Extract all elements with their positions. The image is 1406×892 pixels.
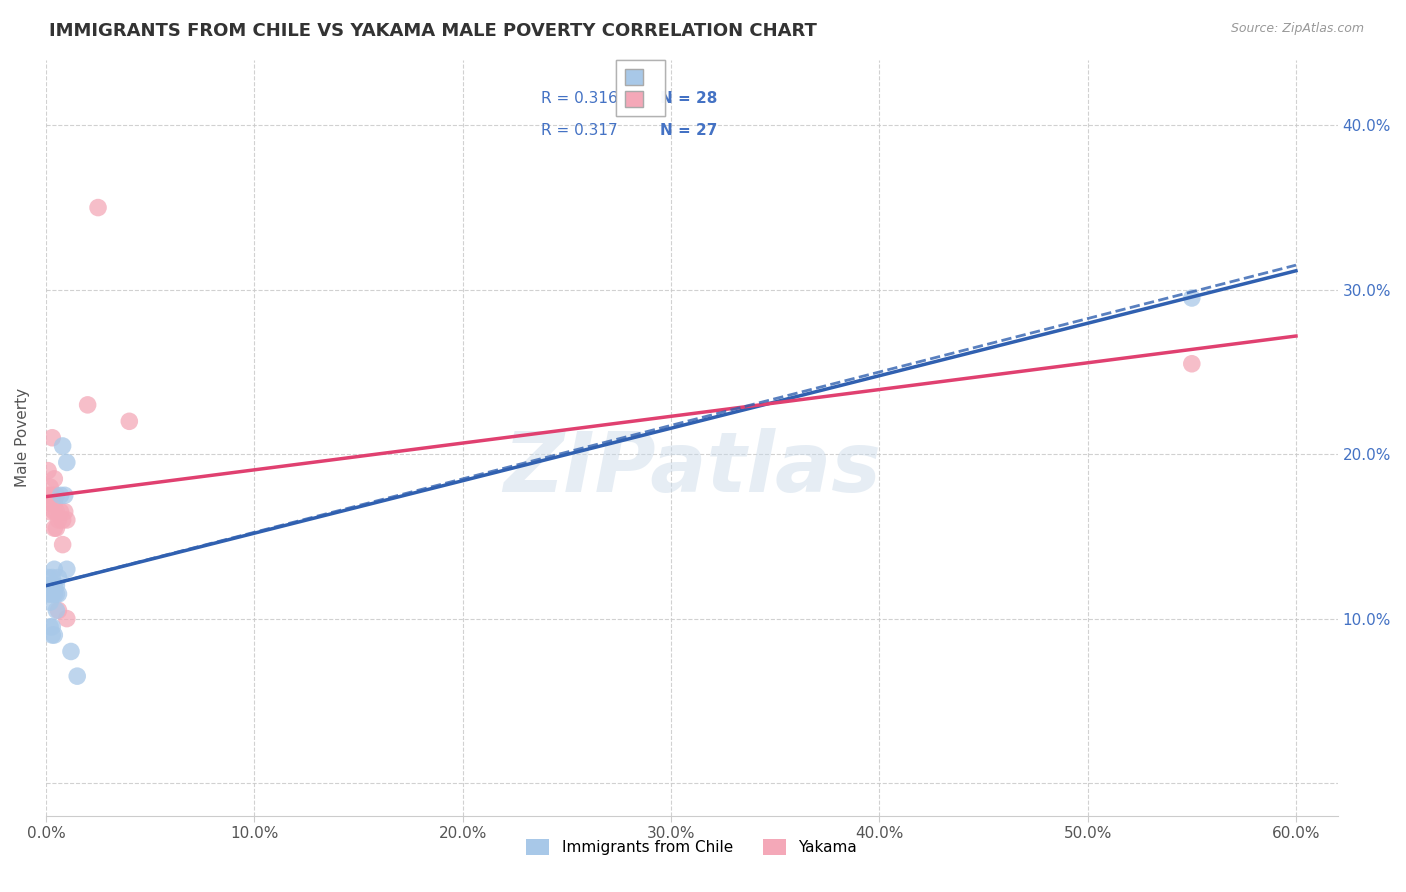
Point (53, 505, 76, 519)
Point (39, 488, 62, 502)
Point (49, 505, 72, 519)
Point (52, 538, 75, 552)
Point (53, 488, 76, 502)
Point (44, 587, 66, 601)
Point (39, 579, 62, 593)
Point (41, 488, 63, 502)
Point (48, 603, 70, 617)
Point (1181, 291, 1204, 305)
Point (66, 669, 89, 683)
Text: N = 27: N = 27 (659, 123, 717, 138)
Point (87, 201, 110, 215)
Point (37, 579, 59, 593)
Point (56, 612, 79, 626)
Point (37, 587, 59, 601)
Point (37, 488, 59, 502)
Point (44, 472, 66, 486)
Point (45, 587, 67, 601)
Point (39, 587, 62, 601)
Point (56, 513, 79, 527)
Point (44, 628, 66, 642)
Point (52, 513, 75, 527)
Point (59, 644, 82, 658)
Point (37, 570, 59, 584)
Point (44, 521, 66, 535)
Point (37, 464, 59, 478)
Point (41, 620, 63, 634)
Point (45, 488, 67, 502)
Y-axis label: Male Poverty: Male Poverty (15, 388, 30, 487)
Point (41, 431, 63, 445)
Text: R = 0.317: R = 0.317 (541, 123, 617, 138)
Point (45, 603, 67, 617)
Point (45, 579, 67, 593)
Legend: , : , (616, 60, 665, 116)
Text: N = 28: N = 28 (659, 92, 717, 106)
Point (44, 562, 66, 576)
Point (39, 480, 62, 494)
Point (52, 439, 75, 453)
Text: ZIPatlas: ZIPatlas (503, 427, 880, 508)
Text: Source: ZipAtlas.com: Source: ZipAtlas.com (1230, 22, 1364, 36)
Point (48, 570, 70, 584)
Point (39, 595, 62, 609)
Point (45, 505, 67, 519)
Point (45, 521, 67, 535)
Point (39, 620, 62, 634)
Text: IMMIGRANTS FROM CHILE VS YAKAMA MALE POVERTY CORRELATION CHART: IMMIGRANTS FROM CHILE VS YAKAMA MALE POV… (49, 22, 817, 40)
Point (48, 587, 70, 601)
Point (41, 496, 63, 510)
Point (41, 587, 63, 601)
Point (49, 488, 72, 502)
Point (1181, 357, 1204, 371)
Point (44, 496, 66, 510)
Point (118, 414, 141, 428)
Text: R = 0.316: R = 0.316 (541, 92, 617, 106)
Point (39, 505, 62, 519)
Point (44, 505, 66, 519)
Point (41, 570, 63, 584)
Point (41, 628, 63, 642)
Point (48, 513, 70, 527)
Point (56, 562, 79, 576)
Point (44, 579, 66, 593)
Point (76, 398, 98, 412)
Point (56, 455, 79, 469)
